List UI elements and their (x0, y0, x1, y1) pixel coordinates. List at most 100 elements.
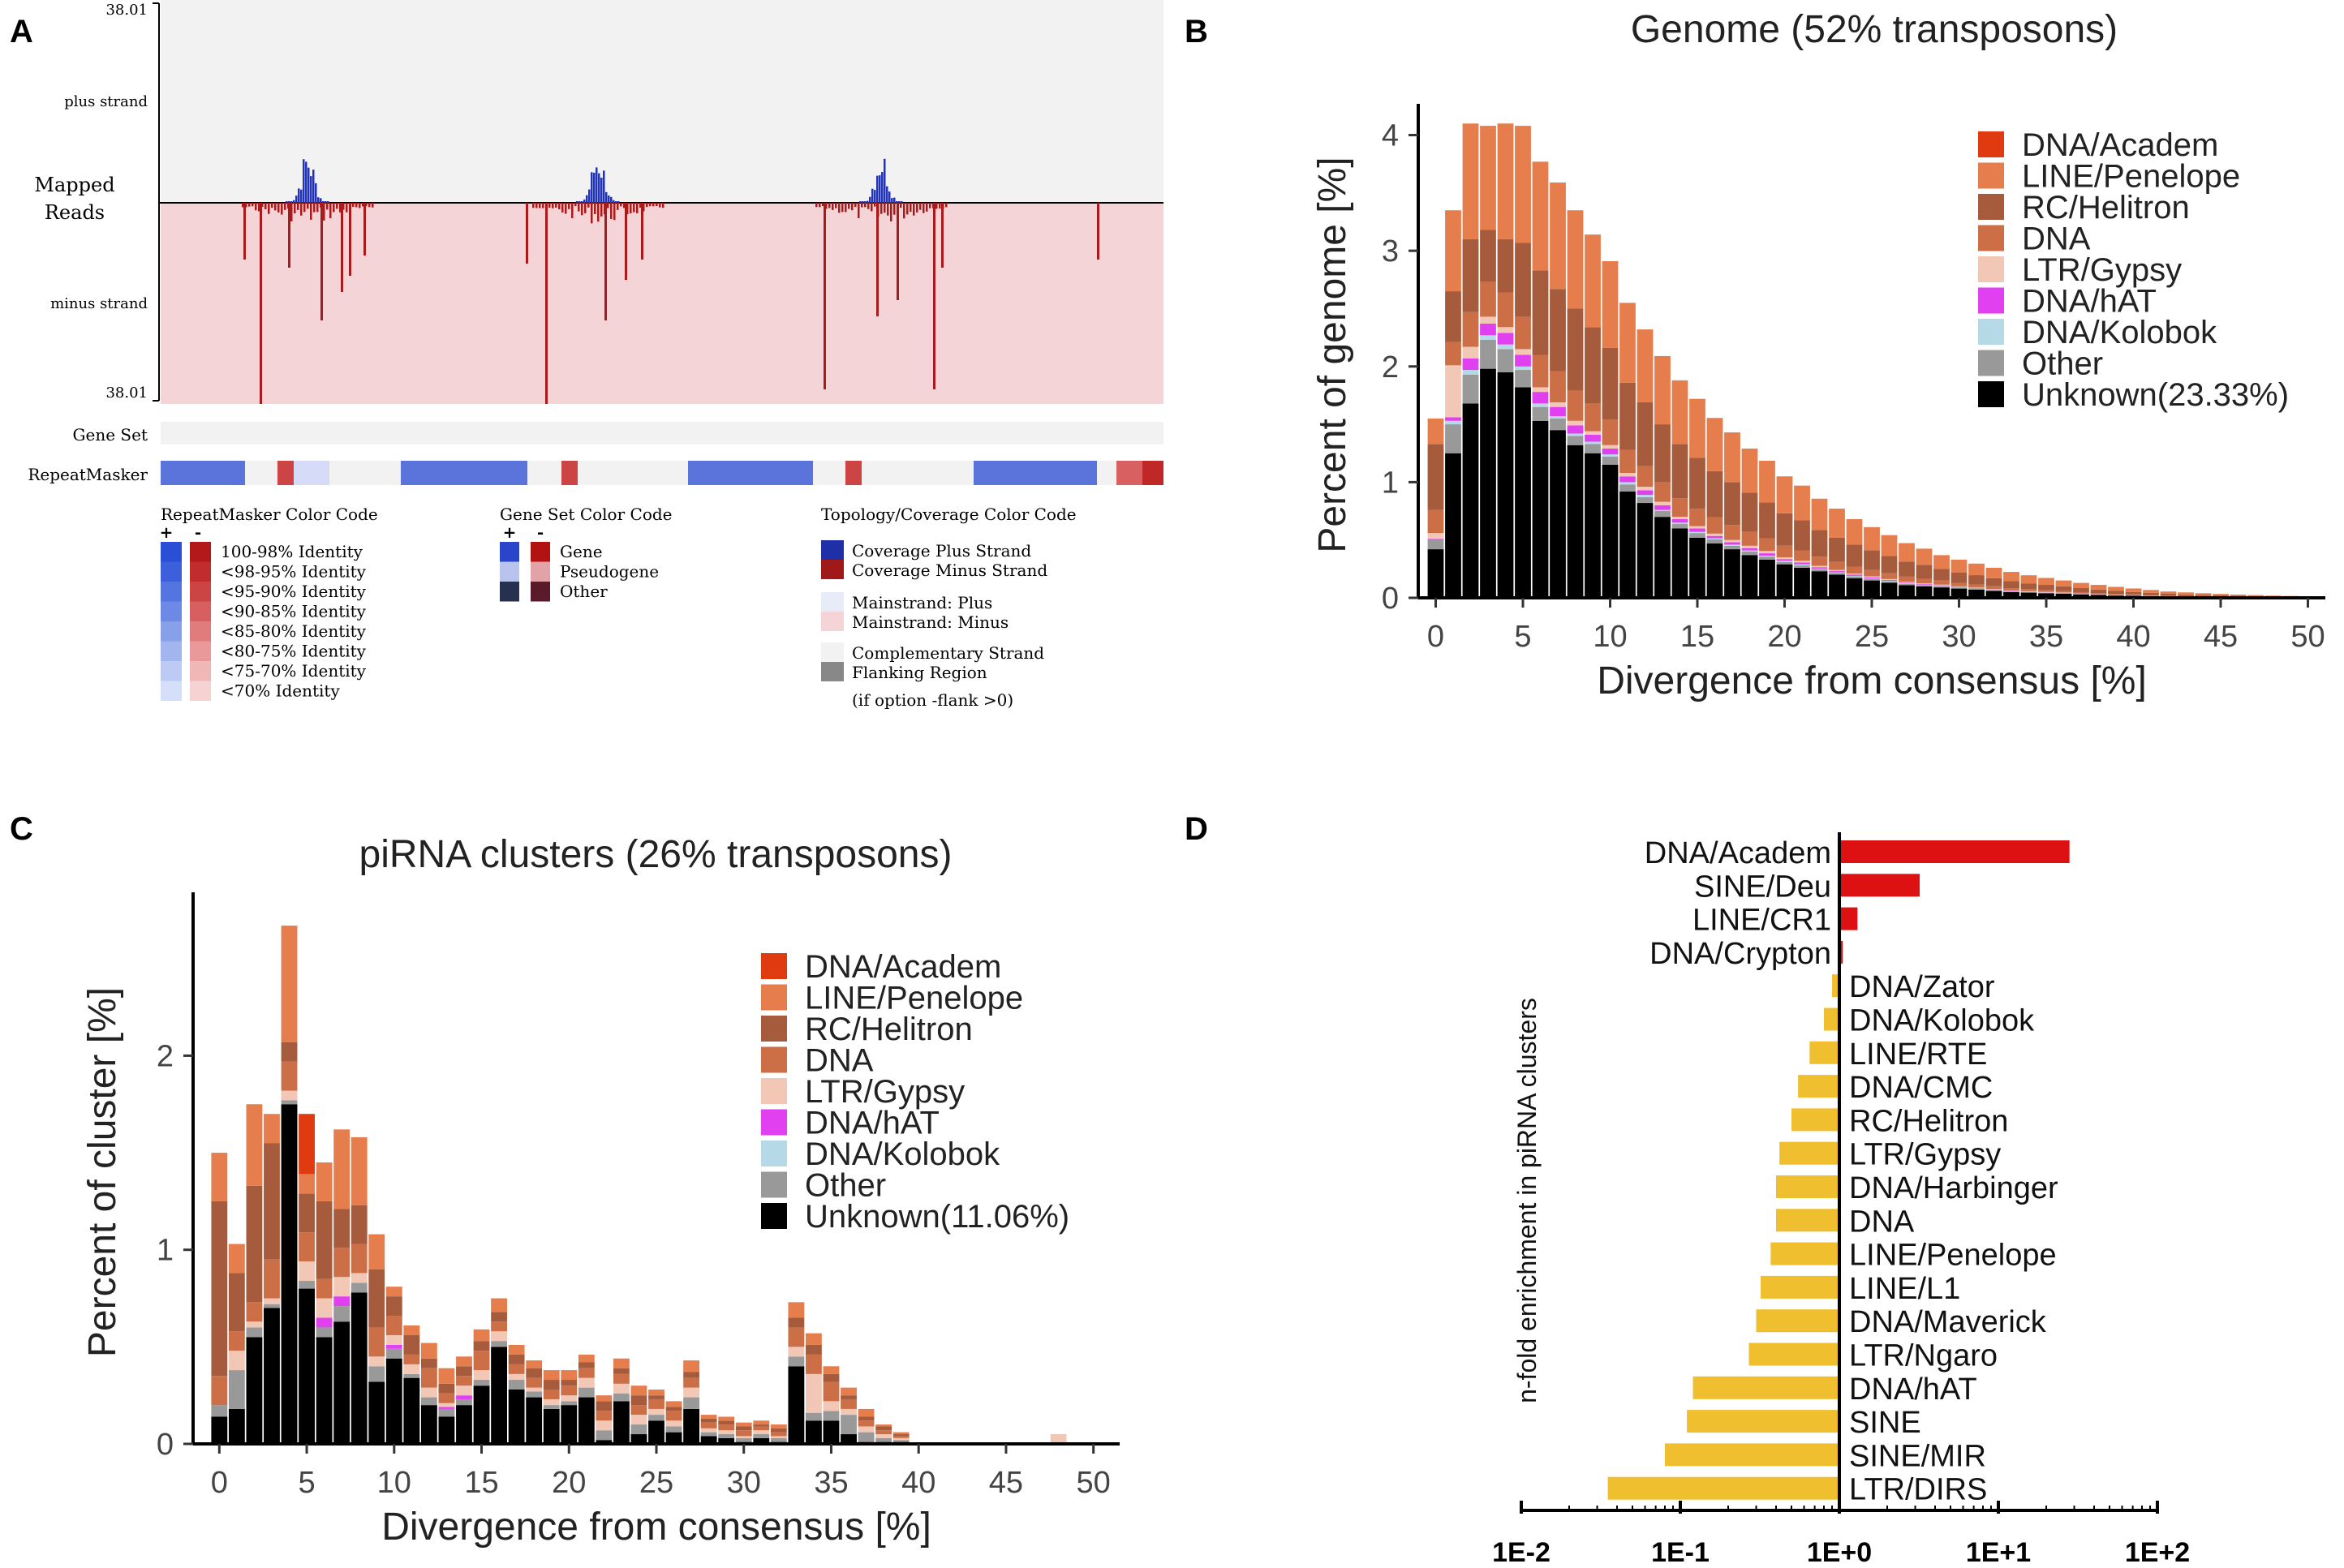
y-axis-title: Percent of cluster [%] (81, 987, 124, 1357)
legend-topo-swatch (821, 642, 844, 662)
bar-dna (228, 1331, 245, 1351)
bar-dna (1497, 292, 1514, 328)
coverage-minus-bar (835, 203, 837, 208)
coverage-plus-bar (610, 196, 613, 203)
coverage-plus-bar (308, 167, 310, 203)
bar-dna (735, 1430, 752, 1437)
bar-line-penelope (2178, 592, 2194, 595)
bar-dna (2178, 595, 2194, 597)
coverage-plus-bar (320, 198, 322, 203)
legend-rm-item: <70% Identity (221, 681, 340, 701)
bar-other (526, 1391, 543, 1398)
repeat-block (401, 461, 527, 485)
bar-dna-kolobok (1532, 403, 1549, 407)
repeat-block (1116, 461, 1142, 485)
bar-other (1462, 374, 1479, 404)
bar-ltr-gypsy (1706, 533, 1723, 536)
bar-line-penelope (700, 1415, 717, 1419)
bar-dna-kolobok (1846, 575, 1863, 577)
bar-other (473, 1380, 490, 1386)
bar-dna (264, 1259, 280, 1299)
x-tick-label: 50 (2290, 620, 2325, 654)
bar-ltr-gypsy (508, 1373, 525, 1381)
coverage-minus-bar (313, 203, 316, 213)
bar-dna (385, 1316, 402, 1335)
legend-label: Unknown(11.06%) (805, 1199, 1069, 1235)
bar-unknown (438, 1416, 455, 1444)
bar-line-penelope (596, 1395, 613, 1402)
bar-line-penelope (316, 1162, 333, 1201)
x-tick-label: 1E-1 (1651, 1537, 1710, 1568)
bar-line-penelope (1427, 418, 1444, 445)
bar-dna (491, 1321, 507, 1332)
bar-unknown (753, 1437, 770, 1444)
coverage-plus-bar (879, 175, 881, 203)
bar-dna (281, 1061, 298, 1091)
bar-unknown (264, 1308, 280, 1444)
coverage-minus-bar (639, 203, 642, 208)
bar-rc-helitron (1689, 458, 1705, 509)
x-tick-label: 45 (2204, 620, 2238, 654)
coverage-minus-spike (941, 203, 944, 268)
bar-dna (1445, 342, 1461, 366)
bar-dna-kolobok (1515, 366, 1531, 371)
coverage-plus-bar (871, 188, 874, 203)
bar-unknown (1985, 591, 2002, 598)
legend-label: Unknown(23.33%) (2022, 377, 2289, 413)
x-tick-label: 1E+1 (1966, 1537, 2031, 1568)
bar-ltr-gypsy (683, 1387, 700, 1398)
bar-rc-helitron (1567, 308, 1584, 391)
bar-dna-hat (1759, 553, 1775, 556)
legend-gene-item: Pseudogene (560, 562, 659, 582)
bar-dna (700, 1422, 717, 1428)
legend-gene-swatch-minus (531, 561, 550, 582)
legend-label: LTR/Gypsy (2022, 252, 2182, 288)
enrichment-bar-ltr-dirs (1607, 1476, 1839, 1500)
y-tick-label: 4 (1382, 119, 1399, 153)
bar-rc-helitron (1899, 561, 1915, 577)
bar-ltr-gypsy (1619, 472, 1636, 477)
coverage-minus-bar (819, 203, 821, 208)
legend-swatch-dna (1978, 225, 2004, 251)
bar-ltr-gypsy (1741, 545, 1758, 548)
coverage-minus-bar (845, 203, 847, 213)
bar-dna (823, 1381, 840, 1402)
bar-unknown (1619, 491, 1636, 598)
bar-unknown (351, 1292, 368, 1444)
coverage-minus-bar (535, 203, 538, 208)
legend-gene-swatch-plus (500, 582, 519, 602)
bar-rc-helitron (228, 1273, 245, 1332)
coverage-minus-spike (243, 203, 246, 260)
bar-other (2020, 591, 2037, 593)
coverage-plus-bar (862, 201, 864, 203)
bar-rc-helitron (1811, 530, 1828, 557)
coverage-plus-bar (884, 158, 886, 203)
y-tick-label: 1 (1382, 466, 1399, 500)
bar-dna-kolobok (1864, 578, 1880, 579)
bar-rc-helitron (1881, 556, 1898, 574)
mapped-reads-label-1: Mapped (34, 174, 114, 196)
bar-line-penelope (2090, 585, 2107, 590)
bar-line-penelope (1916, 548, 1933, 565)
coverage-minus-bar (906, 203, 909, 215)
bar-dna-kolobok (1497, 344, 1514, 350)
legend-rm-swatch-plus (161, 542, 182, 562)
bar-unknown (1671, 528, 1688, 598)
bar-line-penelope (1846, 519, 1863, 545)
bar-unknown (665, 1432, 682, 1444)
bar-unknown (2003, 591, 2019, 598)
bar-line-penelope (1881, 535, 1898, 556)
bar-unknown (543, 1408, 560, 1444)
bar-dna (630, 1405, 647, 1415)
coverage-plus-bar (317, 197, 320, 203)
legend-rm-item: <90-85% Identity (221, 602, 367, 621)
bar-other (281, 1100, 298, 1105)
minus-strand-label: minus strand (50, 295, 148, 312)
coverage-minus-spike (260, 203, 262, 404)
bar-other (403, 1373, 420, 1378)
coverage-plus-bar (864, 201, 867, 203)
bar-rc-helitron (2143, 592, 2159, 595)
legend-rm-swatch-minus (190, 601, 211, 621)
coverage-plus-bar (893, 197, 896, 203)
x-axis-title: Divergence from consensus [%] (1597, 659, 2147, 702)
